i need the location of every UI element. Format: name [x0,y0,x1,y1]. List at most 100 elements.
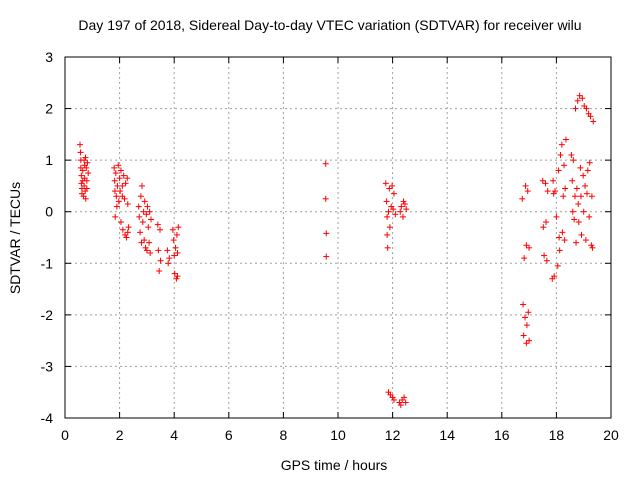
data-point [77,141,84,148]
data-point [144,203,151,210]
x-tick-label: 8 [280,427,288,443]
data-point [112,213,119,220]
data-point [112,170,119,177]
data-point [172,244,179,251]
data-point [117,188,124,195]
data-point [526,337,533,344]
data-point [125,224,132,231]
data-point [577,164,584,171]
data-point [555,167,562,174]
y-tick-label: -4 [41,410,54,426]
data-point [165,260,172,267]
data-point [143,247,150,254]
data-point [123,234,130,241]
data-point [397,402,404,409]
data-point [587,113,594,120]
data-point [590,118,597,125]
data-point [85,170,92,177]
data-point [542,180,549,187]
data-point [561,162,568,169]
data-point [573,239,580,246]
data-point [569,177,576,184]
x-tick-label: 12 [385,427,401,443]
data-point [562,185,569,192]
x-tick-label: 2 [116,427,124,443]
data-point [322,195,329,202]
data-point [115,162,122,169]
data-point [526,244,533,251]
data-point [402,399,409,406]
data-point [79,167,86,174]
data-point [558,141,565,148]
data-point [117,219,124,226]
data-point [113,203,120,210]
data-point [83,177,90,184]
y-tick-label: 2 [45,101,53,117]
data-point [575,219,582,226]
data-point [386,224,393,231]
data-point [582,237,589,244]
y-axis-label: SDTVAR / TECUs [7,182,23,294]
data-point [569,208,576,215]
data-point [588,242,595,249]
data-point [146,208,153,215]
data-point [589,244,596,251]
data-point [143,211,150,218]
data-point [146,239,153,246]
data-point [578,231,585,238]
data-point [119,226,126,233]
data-point [553,213,560,220]
data-point [399,213,406,220]
data-point [169,226,176,233]
data-point [145,224,152,231]
data-point [147,249,154,256]
y-tick-label: -3 [41,358,54,374]
data-point [384,231,391,238]
data-point [170,237,177,244]
data-point [550,177,557,184]
data-point [323,253,330,260]
data-point [543,219,550,226]
data-point [571,193,578,200]
data-point [539,177,546,184]
data-point [322,160,329,167]
data-point [392,211,399,218]
data-point [111,188,118,195]
data-point [571,216,578,223]
data-point [141,237,148,244]
data-point [520,332,527,339]
data-point [525,309,532,316]
data-point [524,188,531,195]
data-point [171,252,178,259]
data-point [544,188,551,195]
data-point [551,273,558,280]
data-point [137,193,144,200]
data-point [390,206,397,213]
data-point [584,167,591,174]
data-point [575,200,582,207]
data-point [559,229,566,236]
data-point [117,167,124,174]
data-point [173,275,180,282]
data-point [577,193,584,200]
x-tick-label: 18 [549,427,565,443]
data-point [120,172,127,179]
data-point [113,193,120,200]
data-point [140,208,147,215]
data-point [78,180,85,187]
data-point [323,230,330,237]
data-point [124,229,131,236]
data-point [111,177,118,184]
data-point [142,244,149,251]
data-point [137,229,144,236]
data-point [82,154,89,161]
data-point [580,172,587,179]
data-point [83,164,90,171]
data-point [382,180,389,187]
x-tick-label: 14 [439,427,455,443]
y-tick-label: -1 [41,255,54,271]
data-point [175,224,182,231]
y-tick-label: -2 [41,307,54,323]
data-point [579,95,586,102]
